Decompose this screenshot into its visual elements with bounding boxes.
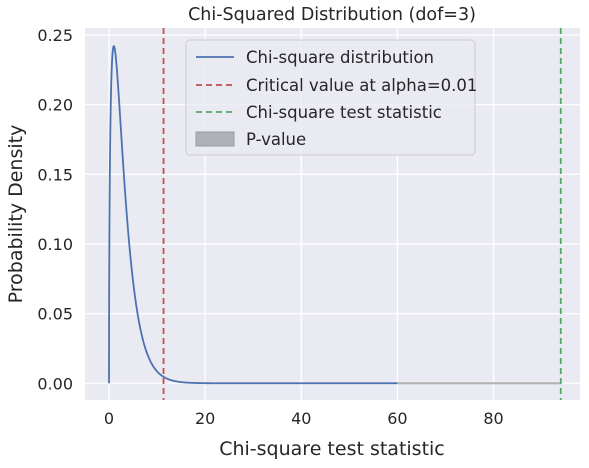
y-tick-label: 0.20 [37,96,73,115]
y-tick-label: 0.05 [37,305,73,324]
y-tick-label: 0.00 [37,374,73,393]
series-lines [108,28,562,400]
legend-swatch-pvalue [195,131,235,147]
distribution-curve [108,45,398,385]
x-tick-label: 0 [104,409,114,428]
x-tick-label: 60 [387,409,407,428]
legend-box [185,39,476,156]
y-tick-label: 0.15 [37,165,73,184]
legend-label-distribution: Chi-square distribution [246,48,434,67]
x-ticks: 0 20 40 60 80 [104,409,504,428]
legend: Chi-square distribution Critical value a… [185,39,477,156]
legend-label-critical: Critical value at alpha=0.01 [246,76,477,95]
legend-label-pvalue: P-value [246,130,306,149]
x-axis-label: Chi-square test statistic [219,438,445,460]
x-tick-label: 40 [291,409,311,428]
y-tick-label: 0.10 [37,235,73,254]
x-tick-label: 20 [195,409,215,428]
legend-label-statistic: Chi-square test statistic [246,103,442,122]
y-ticks: 0.00 0.05 0.10 0.15 0.20 0.25 [37,26,73,393]
pvalue-area-fill [397,382,561,385]
y-axis-label: Probability Density [5,125,27,304]
chart-title: Chi-Squared Distribution (dof=3) [188,5,476,25]
pvalue-area [397,382,561,385]
y-tick-label: 0.25 [37,26,73,45]
x-tick-label: 80 [483,409,503,428]
